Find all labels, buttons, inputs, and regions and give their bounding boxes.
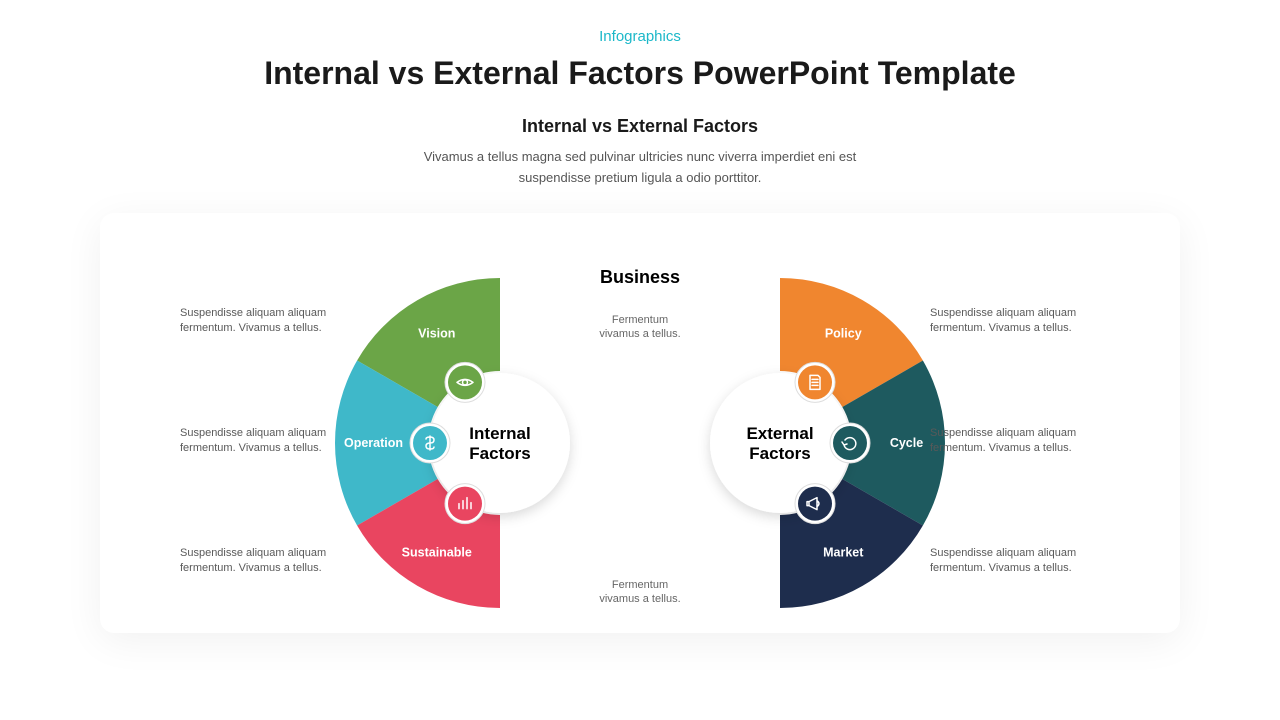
- center-sub-bottom: Fermentum: [612, 579, 668, 591]
- petal-label-operation: Operation: [344, 436, 403, 450]
- page-title: Internal vs External Factors PowerPoint …: [0, 55, 1280, 92]
- desc-vision: Suspendisse aliquam aliquam fermentum. Vi…: [180, 307, 326, 334]
- petal-label-policy: Policy: [825, 326, 862, 340]
- hub-label-left-1: Internal: [469, 424, 530, 443]
- infographic-card: Business Fermentum vivamus a tellus. Fermen…: [100, 213, 1180, 633]
- svg-text:fermentum. Vivamus a tellus.: fermentum. Vivamus a tellus.: [930, 562, 1072, 574]
- desc-sustainable: Suspendisse aliquam aliquam fermentum. Vi…: [180, 547, 326, 574]
- center-sub-top: Fermentum: [612, 314, 668, 326]
- hub-label-right-1: External: [746, 424, 813, 443]
- svg-text:fermentum. Vivamus a tellus.: fermentum. Vivamus a tellus.: [930, 322, 1072, 334]
- petal-label-market: Market: [823, 545, 864, 559]
- svg-text:fermentum. Vivamus a tellus.: fermentum. Vivamus a tellus.: [930, 442, 1072, 454]
- center-title: Business: [600, 267, 680, 287]
- petal-label-vision: Vision: [418, 326, 455, 340]
- svg-text:Suspendisse aliquam aliquam: Suspendisse aliquam aliquam: [930, 307, 1076, 319]
- svg-text:Suspendisse aliquam aliquam: Suspendisse aliquam aliquam: [930, 427, 1076, 439]
- description-text: Vivamus a tellus magna sed pulvinar ultr…: [420, 147, 860, 189]
- desc-operation: Suspendisse aliquam aliquam fermentum. Vi…: [180, 427, 326, 454]
- factors-diagram: Business Fermentum vivamus a tellus. Fermen…: [100, 213, 1180, 633]
- hub-label-left-2: Factors: [469, 444, 530, 463]
- subtitle: Internal vs External Factors: [0, 116, 1280, 137]
- svg-text:fermentum. Vivamus a tellus.: fermentum. Vivamus a tellus.: [180, 322, 322, 334]
- svg-text:fermentum. Vivamus a tellus.: fermentum. Vivamus a tellus.: [180, 562, 322, 574]
- svg-text:fermentum. Vivamus a tellus.: fermentum. Vivamus a tellus.: [180, 442, 322, 454]
- svg-text:Suspendisse aliquam aliquam: Suspendisse aliquam aliquam: [180, 427, 326, 439]
- page-header: Infographics Internal vs External Factor…: [0, 0, 1280, 189]
- center-sub-bottom: vivamus a tellus.: [599, 593, 680, 605]
- hub-label-right-2: Factors: [749, 444, 810, 463]
- center-sub-top: vivamus a tellus.: [599, 328, 680, 340]
- petal-label-cycle: Cycle: [890, 436, 923, 450]
- category-label: Infographics: [0, 28, 1280, 45]
- svg-text:Suspendisse aliquam aliquam: Suspendisse aliquam aliquam: [930, 547, 1076, 559]
- petal-label-sustainable: Sustainable: [402, 545, 472, 559]
- svg-text:Suspendisse aliquam aliquam: Suspendisse aliquam aliquam: [180, 307, 326, 319]
- desc-market: Suspendisse aliquam aliquam fermentum. Vi…: [930, 547, 1076, 574]
- svg-text:Suspendisse aliquam aliquam: Suspendisse aliquam aliquam: [180, 547, 326, 559]
- desc-cycle: Suspendisse aliquam aliquam fermentum. Vi…: [930, 427, 1076, 454]
- desc-policy: Suspendisse aliquam aliquam fermentum. Vi…: [930, 307, 1076, 334]
